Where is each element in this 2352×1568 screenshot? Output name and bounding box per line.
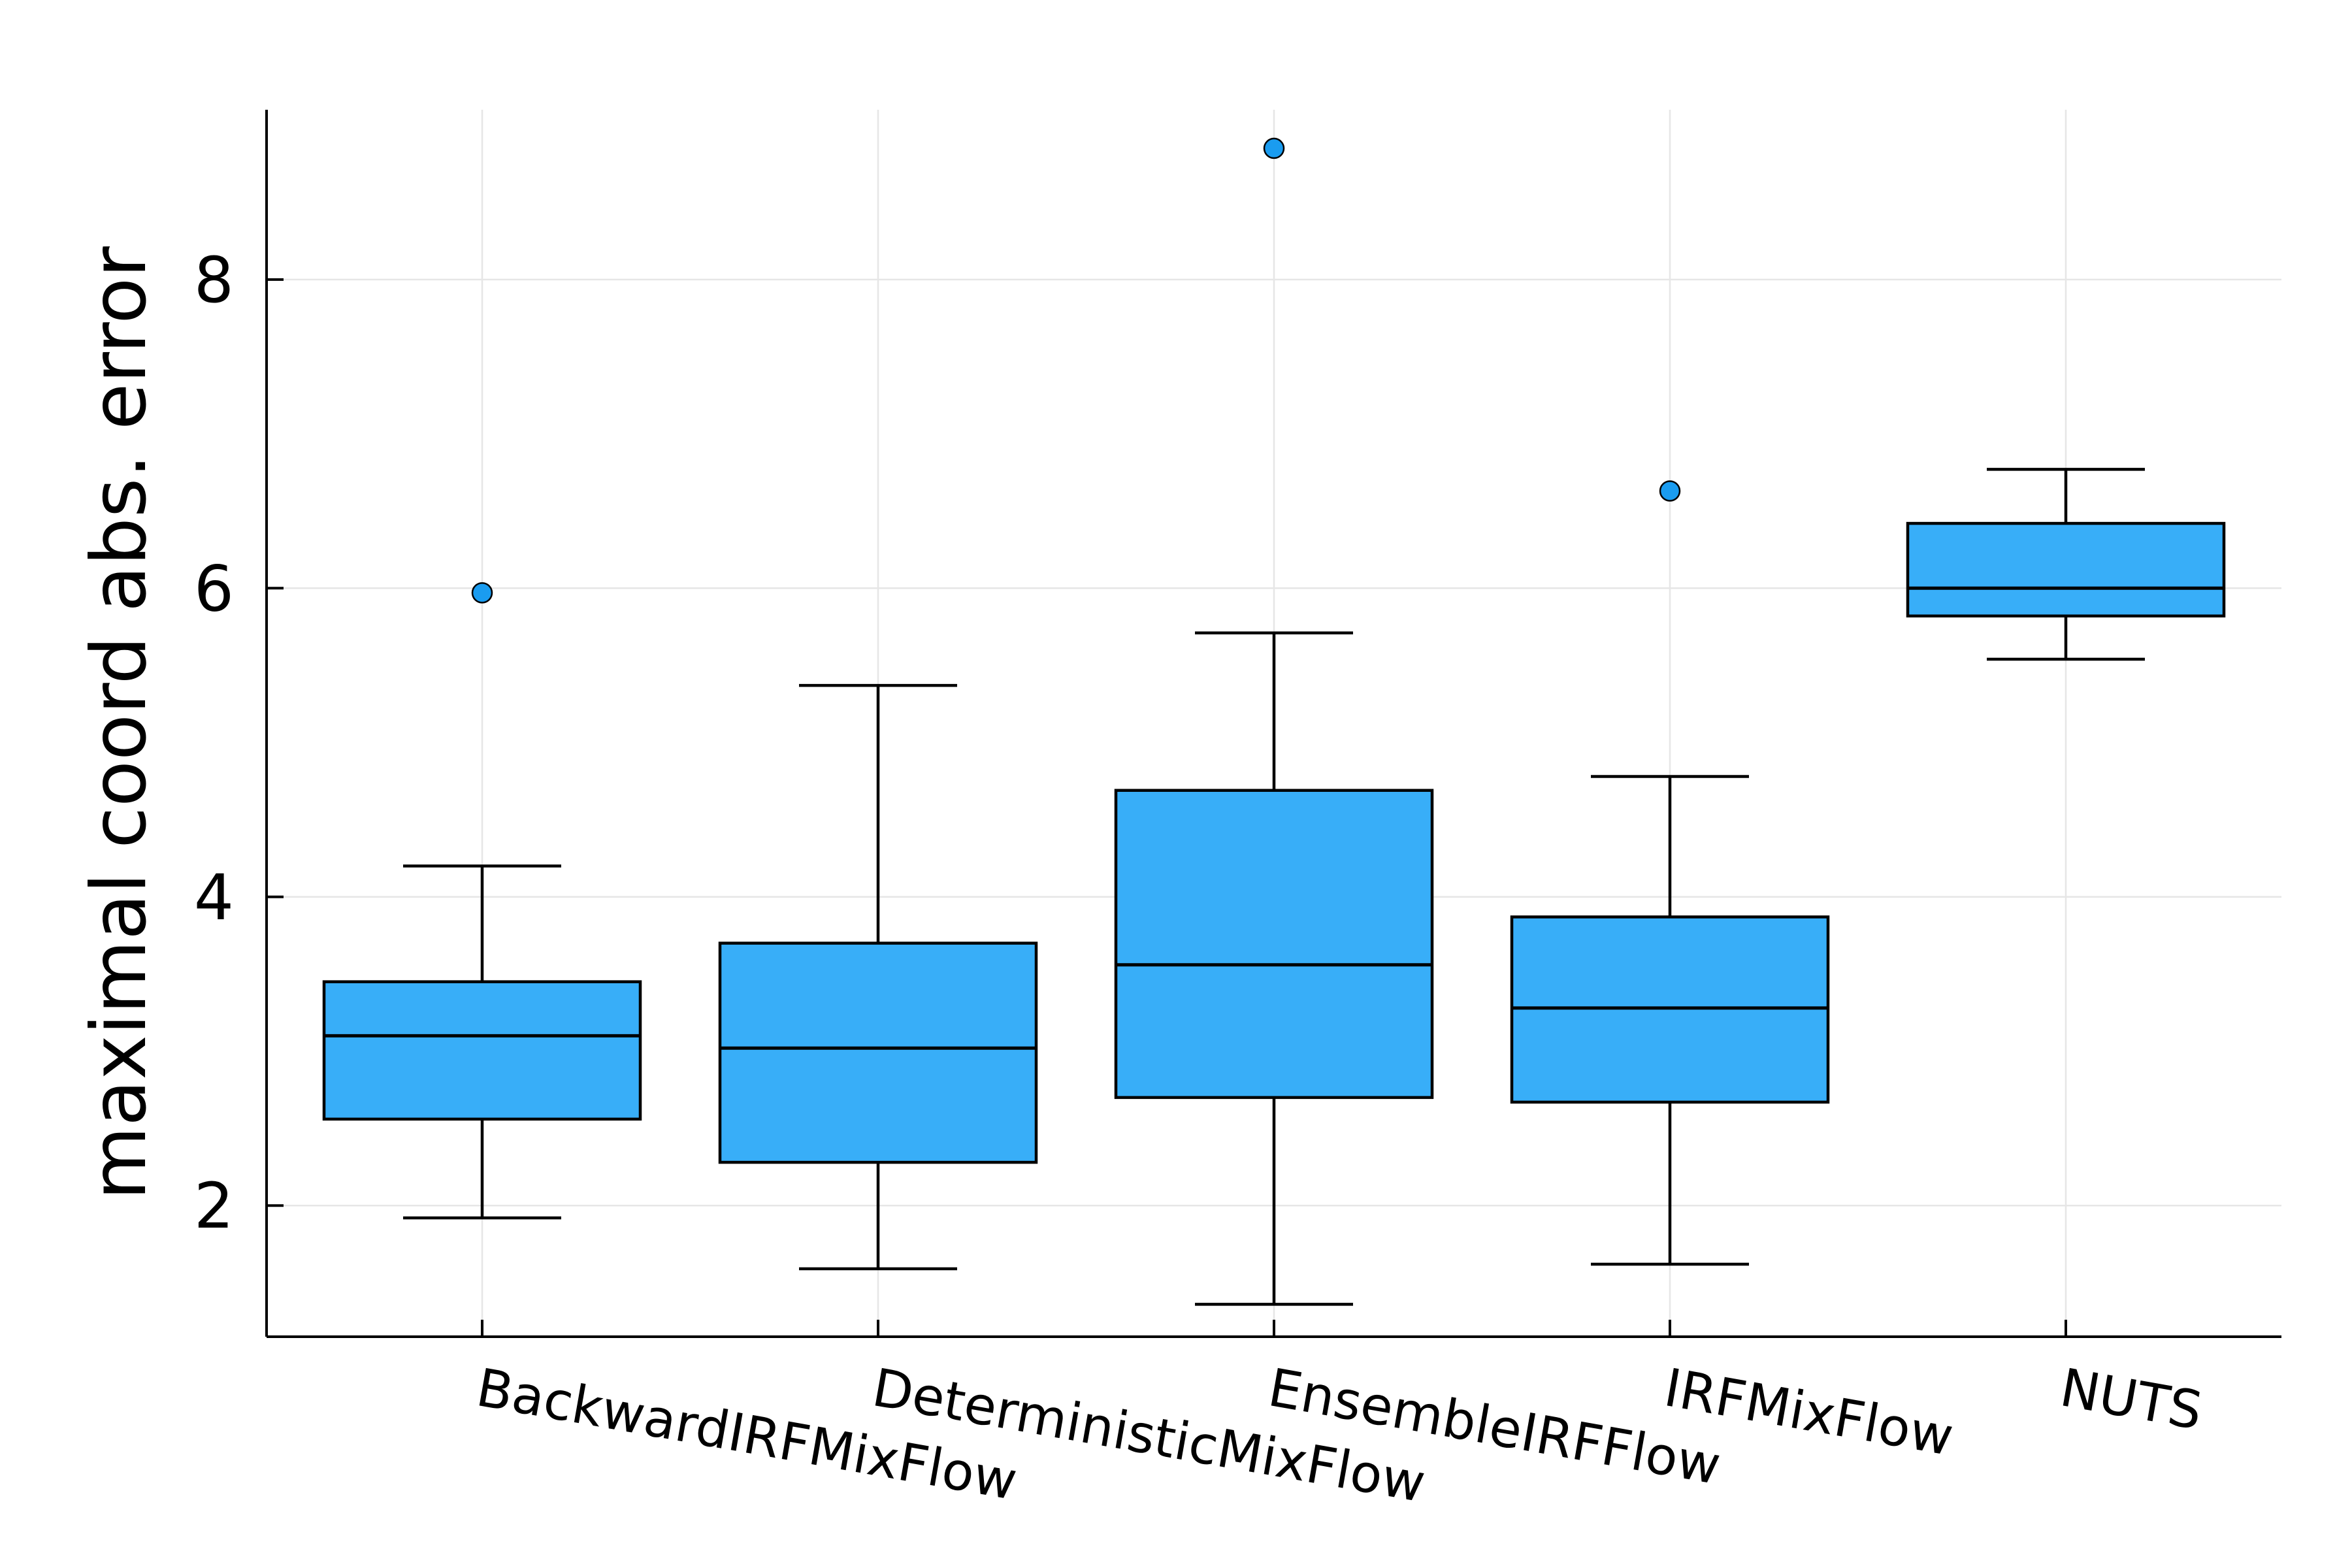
box-group (1510, 480, 1830, 1266)
box-group (1114, 137, 1434, 1306)
y-axis-title: maximal coord abs. error (75, 246, 163, 1200)
y-tick-label: 2 (194, 1169, 234, 1243)
outlier-point (471, 582, 493, 604)
outlier-point (1263, 137, 1285, 159)
axes (265, 110, 2281, 1338)
box-iqr (322, 980, 642, 1121)
box-iqr (718, 941, 1038, 1164)
y-tick-label: 4 (194, 861, 234, 934)
boxes (322, 137, 2226, 1306)
box-iqr (1114, 789, 1434, 1100)
box-iqr (1906, 521, 2226, 618)
outlier-point (1659, 480, 1681, 502)
y-tick-label: 8 (194, 244, 234, 317)
box-group (718, 683, 1038, 1271)
box-group (1906, 468, 2226, 661)
box-group (322, 582, 642, 1220)
y-tick-label: 6 (194, 552, 234, 625)
